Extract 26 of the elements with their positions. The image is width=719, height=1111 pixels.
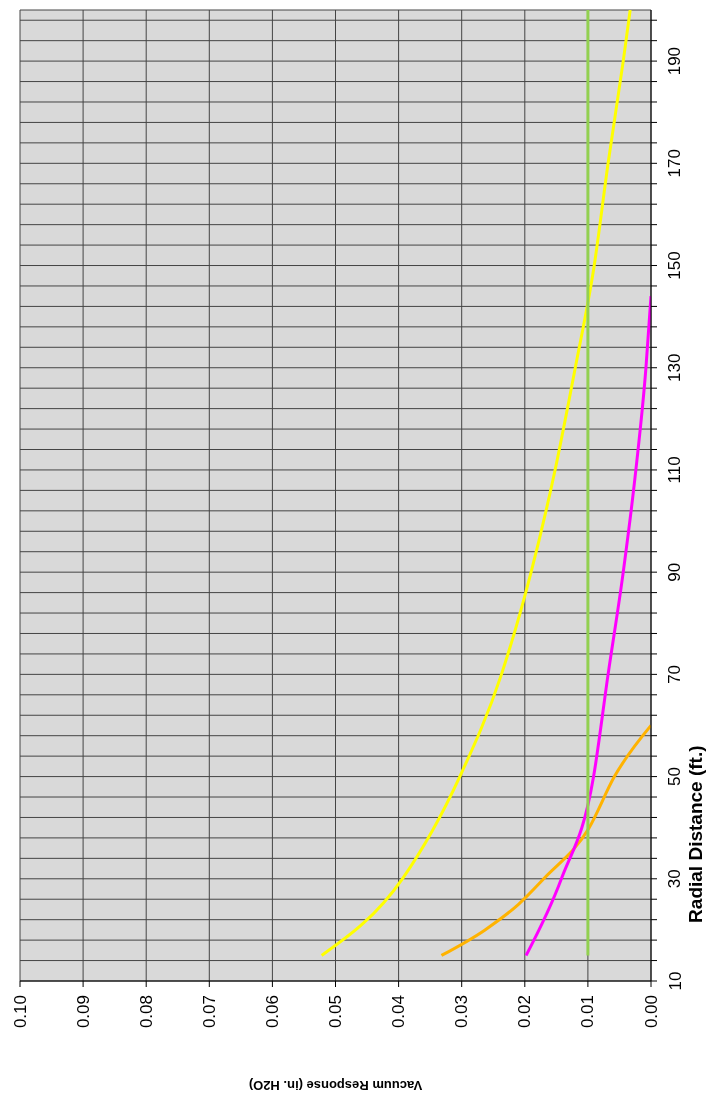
y-tick-label: 150 — [665, 251, 685, 280]
y-axis-title: Radial Distance (ft.) — [684, 745, 706, 923]
x-tick-label: 0.10 — [10, 995, 30, 1029]
x-tick-label: 0.02 — [515, 995, 535, 1029]
x-tick-label: 0.09 — [73, 995, 93, 1029]
x-tick-label: 0.05 — [326, 995, 345, 1029]
y-tick-label: 190 — [665, 46, 685, 76]
line-series — [440, 723, 651, 957]
x-tick-label: 0.00 — [641, 995, 661, 1029]
y-tick-label: 50 — [665, 767, 685, 787]
y-tick-label: 30 — [665, 869, 685, 889]
y-tick-label: 110 — [665, 456, 685, 484]
y-tick-label: 10 — [665, 971, 685, 991]
y-tick-label: 170 — [665, 149, 685, 178]
x-axis-title: Vacuum Response (in. H2O) — [248, 1078, 423, 1093]
x-tick-label: 0.06 — [262, 995, 282, 1029]
y-tick-label: 70 — [665, 664, 685, 684]
line-series — [524, 294, 651, 957]
y-tick-label: 90 — [665, 562, 685, 582]
x-tick-label: 0.01 — [578, 995, 598, 1029]
x-tick-label: 0.07 — [199, 995, 219, 1029]
line-series — [320, 10, 632, 957]
x-tick-label: 0.08 — [136, 995, 156, 1029]
y-tick-label: 130 — [665, 353, 685, 382]
x-tick-label: 0.03 — [452, 995, 472, 1029]
x-tick-label: 0.04 — [389, 995, 409, 1029]
